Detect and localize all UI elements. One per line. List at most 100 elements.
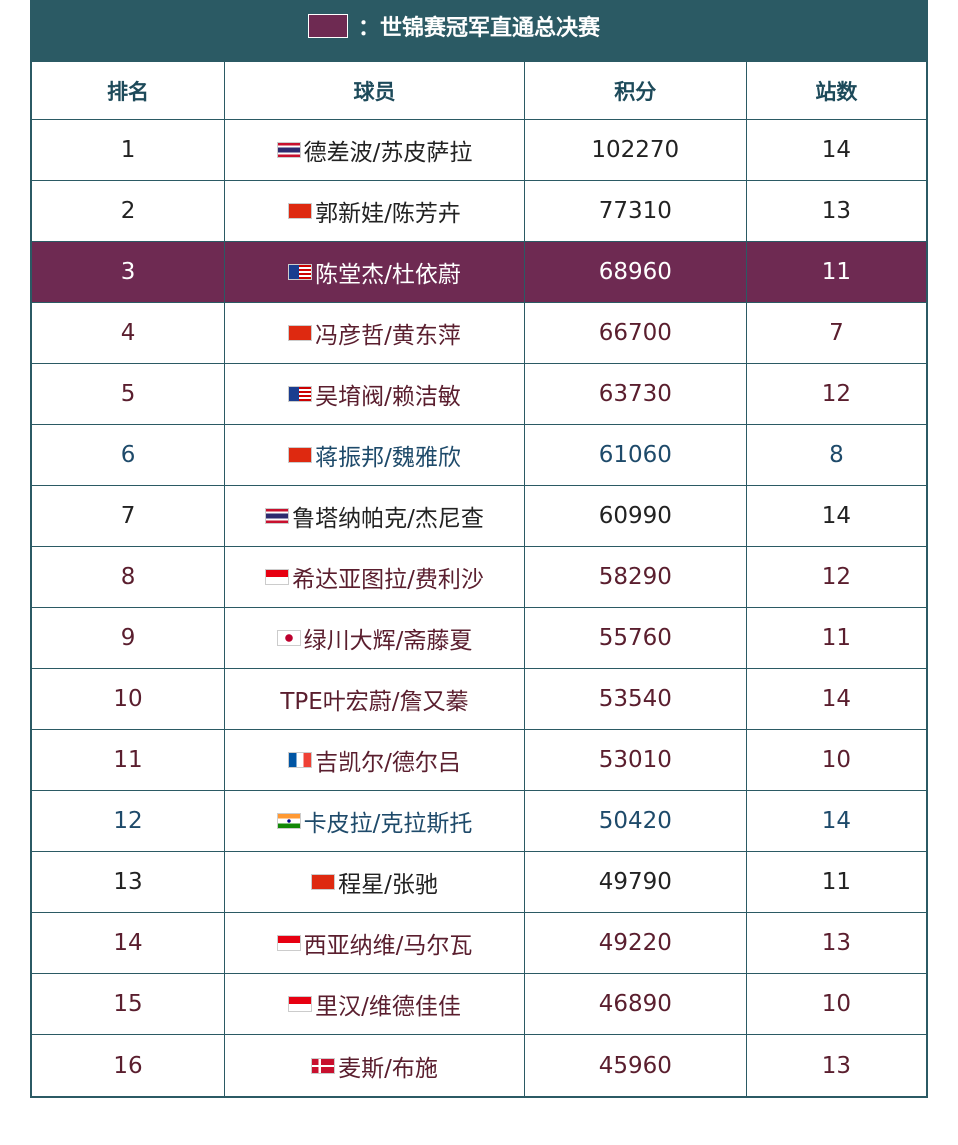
table-cell: 2 [32, 181, 226, 241]
cell-text: 德差波/苏皮萨拉 [303, 140, 473, 166]
cell-text: 西亚纳维/马尔瓦 [303, 933, 473, 959]
table-cell: 12 [32, 791, 226, 851]
cell-text: 3 [120, 259, 136, 285]
table-cell: 15 [32, 974, 226, 1034]
table-cell: 里汉/维德佳佳 [225, 974, 525, 1034]
flag-icon [288, 447, 313, 463]
table-row: 16 麦斯/布施 45960 13 [32, 1035, 926, 1096]
cell-text: TPE叶宏蔚/詹又蓁 [280, 689, 469, 715]
table-row: 4 冯彦哲/黄东萍 66700 7 [32, 303, 926, 364]
table-cell: 陈堂杰/杜依蔚 [225, 242, 525, 302]
table-cell: 46890 [525, 974, 747, 1034]
table-cell: 102270 [525, 120, 747, 180]
cell-text: 10 [821, 991, 852, 1017]
table-cell: 63730 [525, 364, 747, 424]
table-cell: TPE叶宏蔚/詹又蓁 [225, 669, 525, 729]
table-cell: 吴堉阀/赖洁敏 [225, 364, 525, 424]
cell-text: 4 [120, 320, 136, 346]
table-cell: 11 [32, 730, 226, 790]
flag-icon [265, 508, 290, 524]
cell-text: 13 [821, 198, 852, 224]
cell-text: 13 [113, 869, 143, 895]
cell-text: 6 [120, 442, 136, 468]
cell-text: 13 [821, 1052, 852, 1079]
cell-text: 66700 [598, 320, 672, 346]
table-cell: 16 [32, 1035, 226, 1096]
table-row: 7 鲁塔纳帕克/杰尼查 60990 14 [32, 486, 926, 547]
flag-icon [276, 630, 301, 646]
ranking-table: 排名 球员 积分 站数 1 德差波/苏皮萨拉 102270 14 2 郭新娃/陈芳卉 77310 13… [30, 60, 928, 1098]
header-cell: 积分 [525, 62, 747, 119]
flag-icon [288, 203, 313, 219]
flag-icon [288, 752, 313, 768]
table-cell: 49790 [525, 852, 747, 912]
table-cell: 绿川大辉/斋藤夏 [225, 608, 525, 668]
flag-icon [265, 569, 290, 585]
cell-text: 13 [821, 930, 852, 956]
table-cell: 49220 [525, 913, 747, 973]
table-cell: 55760 [525, 608, 747, 668]
cell-text: 绿川大辉/斋藤夏 [303, 628, 473, 654]
table-cell: 68960 [525, 242, 747, 302]
table-row: 13 程星/张驰 49790 11 [32, 852, 926, 913]
legend-swatch [308, 14, 348, 38]
cell-text: 55760 [598, 625, 672, 651]
cell-text: 63730 [598, 381, 672, 407]
cell-text: 8 [120, 564, 136, 590]
table-cell: 希达亚图拉/费利沙 [225, 547, 525, 607]
cell-text: 8 [829, 442, 844, 468]
cell-text: 希达亚图拉/费利沙 [292, 567, 484, 593]
table-cell: 53010 [525, 730, 747, 790]
table-cell: 53540 [525, 669, 747, 729]
table-row: 6 蒋振邦/魏雅欣 61060 8 [32, 425, 926, 486]
cell-text: 郭新娃/陈芳卉 [315, 201, 461, 227]
table-row: 3 陈堂杰/杜依蔚 68960 11 [32, 242, 926, 303]
cell-text: 蒋振邦/魏雅欣 [315, 445, 461, 471]
table-cell: 12 [747, 547, 926, 607]
cell-text: 77310 [598, 198, 672, 224]
table-cell: 蒋振邦/魏雅欣 [225, 425, 525, 485]
cell-text: 50420 [598, 808, 672, 834]
cell-text: 14 [113, 930, 143, 956]
header-band [30, 0, 928, 60]
cell-text: 53010 [598, 747, 672, 773]
table-row: 1 德差波/苏皮萨拉 102270 14 [32, 120, 926, 181]
cell-text: 53540 [598, 686, 672, 712]
flag-icon [276, 935, 301, 951]
table-cell: 11 [747, 242, 926, 302]
cell-text: 卡皮拉/克拉斯托 [303, 811, 473, 837]
table-row: 14 西亚纳维/马尔瓦 49220 13 [32, 913, 926, 974]
table-cell: 10 [747, 974, 926, 1034]
table-cell: 13 [747, 181, 926, 241]
flag-icon [288, 325, 313, 341]
cell-text: 吉凯尔/德尔吕 [315, 750, 461, 776]
cell-text: 麦斯/布施 [338, 1055, 438, 1082]
table-cell: 77310 [525, 181, 747, 241]
cell-text: 58290 [598, 564, 672, 590]
header-row: 排名 球员 积分 站数 [32, 62, 926, 120]
table-cell: 麦斯/布施 [225, 1035, 525, 1096]
cell-text: 12 [821, 381, 852, 407]
flag-icon [288, 996, 313, 1012]
cell-text: 11 [821, 869, 852, 895]
cell-text: 2 [120, 198, 136, 224]
cell-text: 15 [113, 991, 143, 1017]
cell-text: 14 [821, 503, 852, 529]
flag-icon [288, 264, 313, 280]
header-cell: 球员 [225, 62, 525, 119]
flag-icon [276, 813, 301, 829]
cell-text: 14 [821, 137, 852, 163]
cell-text: 12 [113, 808, 143, 834]
table-row: 2 郭新娃/陈芳卉 77310 13 [32, 181, 926, 242]
cell-text: 冯彦哲/黄东萍 [315, 323, 461, 349]
table-row: 8 希达亚图拉/费利沙 58290 12 [32, 547, 926, 608]
table-cell: 鲁塔纳帕克/杰尼查 [225, 486, 525, 546]
table-cell: 1 [32, 120, 226, 180]
table-cell: 冯彦哲/黄东萍 [225, 303, 525, 363]
cell-text: 鲁塔纳帕克/杰尼查 [292, 506, 484, 532]
table-row: 10 TPE叶宏蔚/詹又蓁 53540 14 [32, 669, 926, 730]
table-cell: 50420 [525, 791, 747, 851]
table-cell: 5 [32, 364, 226, 424]
table-cell: 13 [32, 852, 226, 912]
